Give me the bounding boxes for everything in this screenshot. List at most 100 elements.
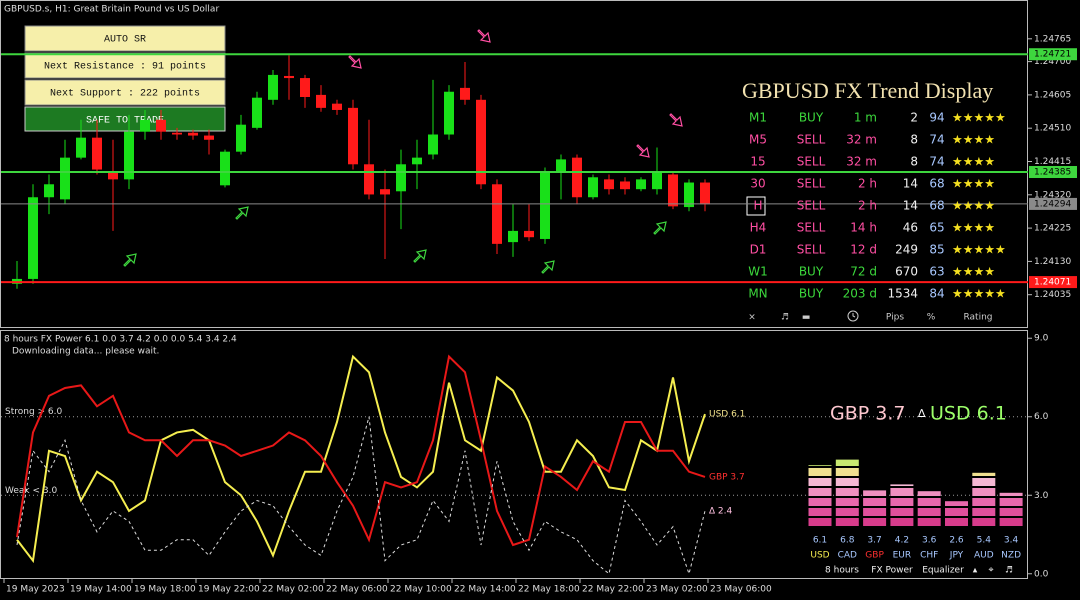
y-tick-label: 1.24225: [1034, 224, 1071, 234]
candle-body: [604, 179, 614, 190]
power-headline: USD 6.1: [930, 403, 1007, 425]
x-tick-label: 23 May 02:00: [646, 585, 708, 595]
equalizer-footer: ▴: [973, 566, 978, 576]
equalizer-segment: [972, 488, 996, 496]
trend-cell: 63: [929, 265, 944, 279]
y-tick-label: 0.0: [1034, 569, 1049, 579]
candle-body: [268, 74, 278, 100]
candle-body: [252, 97, 262, 128]
power-headline: ∆: [917, 407, 926, 420]
x-tick-label: 22 May 22:00: [582, 585, 644, 595]
equalizer-segment: [835, 459, 859, 466]
trend-cell: 32 m: [846, 155, 877, 169]
trend-cell: 32 m: [846, 133, 877, 147]
candle-body: [44, 184, 54, 198]
candle-body: [684, 182, 694, 208]
sell-arrows: [348, 29, 683, 158]
equalizer-segment: [917, 498, 941, 506]
candle-body: [28, 197, 38, 279]
x-tick-label: 22 May 18:00: [518, 585, 580, 595]
trend-cell: SELL: [797, 243, 826, 257]
candle-body: [108, 171, 118, 180]
candle-body: [92, 137, 102, 170]
equalizer-segment: [945, 501, 968, 506]
equalizer-segment: [999, 498, 1023, 506]
level-label-box: [1029, 166, 1077, 179]
trend-cell: SELL: [797, 155, 826, 169]
y-tick-label: 1.24130: [1034, 257, 1071, 267]
auto-sr-panel: AUTO SR Next Resistance : 91 points Next…: [24, 25, 226, 132]
clock-hands: [852, 313, 856, 318]
trend-cell: 249: [895, 243, 918, 257]
x-tick-label: 22 May 10:00: [390, 585, 452, 595]
y-tick-label: 6.0: [1034, 412, 1049, 422]
equalizer-segment: [999, 508, 1023, 516]
candle-body: [204, 135, 214, 140]
x-tick-label: 19 May 14:00: [70, 585, 132, 595]
trend-cell: W1: [748, 265, 768, 279]
candle-body: [172, 132, 182, 135]
equalizer-segment: [835, 488, 859, 496]
equalizer-segment: [999, 492, 1023, 496]
trend-cell: 30: [750, 177, 765, 191]
y-tick-label: 1.24700: [1034, 57, 1071, 67]
trend-cell: 72 d: [850, 265, 877, 279]
trend-cell: SELL: [797, 221, 826, 235]
currency-label: CHF: [920, 551, 938, 561]
trend-cell: 68: [929, 177, 944, 191]
equalizer-segment: [863, 498, 887, 506]
trend-cell: 46: [903, 221, 918, 235]
chart-title: GBPUSD.s, H1: Great Britain Pound vs US …: [4, 5, 219, 15]
x-tick-label: 22 May 14:00: [454, 585, 516, 595]
candle-body: [76, 137, 86, 158]
candle-body: [460, 87, 470, 100]
buy-arrow: [653, 221, 667, 235]
equalizer-segment: [863, 490, 887, 496]
sell-arrow: [477, 29, 491, 43]
trend-cell: ★★★★: [952, 265, 995, 279]
trend-cell: 84: [929, 287, 944, 301]
trend-cell: ★★★★★: [952, 111, 1006, 125]
candle-body: [588, 177, 598, 198]
series-label: USD 6.1: [709, 410, 745, 420]
trend-cell: ★★★★★: [952, 287, 1006, 301]
equalizer-segment: [945, 508, 968, 516]
currency-label: CAD: [838, 551, 857, 561]
candle-body: [636, 179, 646, 190]
indicator-panel: [0, 330, 1028, 579]
trend-cell: 1534: [887, 287, 918, 301]
candle-body: [156, 119, 166, 132]
x-tick-label: 19 May 22:00: [198, 585, 260, 595]
trend-cell: 8: [910, 133, 918, 147]
trend-cell: 15: [750, 155, 765, 169]
resistance-text: Next Resistance : 91 points: [44, 61, 206, 73]
currency-label: USD: [810, 551, 829, 561]
trend-cell: 670: [895, 265, 918, 279]
trend-cell: M5: [749, 133, 767, 147]
level-label-box: [1029, 276, 1077, 289]
currency-label: EUR: [893, 551, 912, 561]
resistance-box: [24, 52, 226, 79]
candle-body: [364, 164, 374, 195]
equalizer-segment: [890, 488, 914, 496]
trend-cell: M1: [749, 111, 767, 125]
equalizer-segment: [808, 518, 832, 526]
trend-cell: SELL: [797, 177, 826, 191]
candle-body: [428, 134, 438, 155]
indicator-status: Downloading data... please wait.: [12, 347, 159, 357]
equalizer-segment: [808, 498, 832, 506]
level-label-box: [1029, 197, 1077, 210]
reference-label: Weak < 3.0: [5, 486, 57, 496]
trend-cell: 2 h: [858, 177, 877, 191]
buy-arrow: [235, 206, 249, 220]
equalizer-value: 5.4: [977, 536, 992, 546]
y-tick-label: 1.24415: [1034, 157, 1071, 167]
candle-body: [524, 230, 534, 238]
trend-cell: 1 m: [854, 111, 877, 125]
auto-sr-title-box[interactable]: [24, 25, 226, 52]
equalizer-segment: [917, 508, 941, 516]
trend-cell: ★★★★: [952, 221, 995, 235]
trend-footer: ▬: [802, 313, 811, 323]
candle-body: [396, 164, 406, 192]
buy-arrows: [123, 206, 667, 274]
